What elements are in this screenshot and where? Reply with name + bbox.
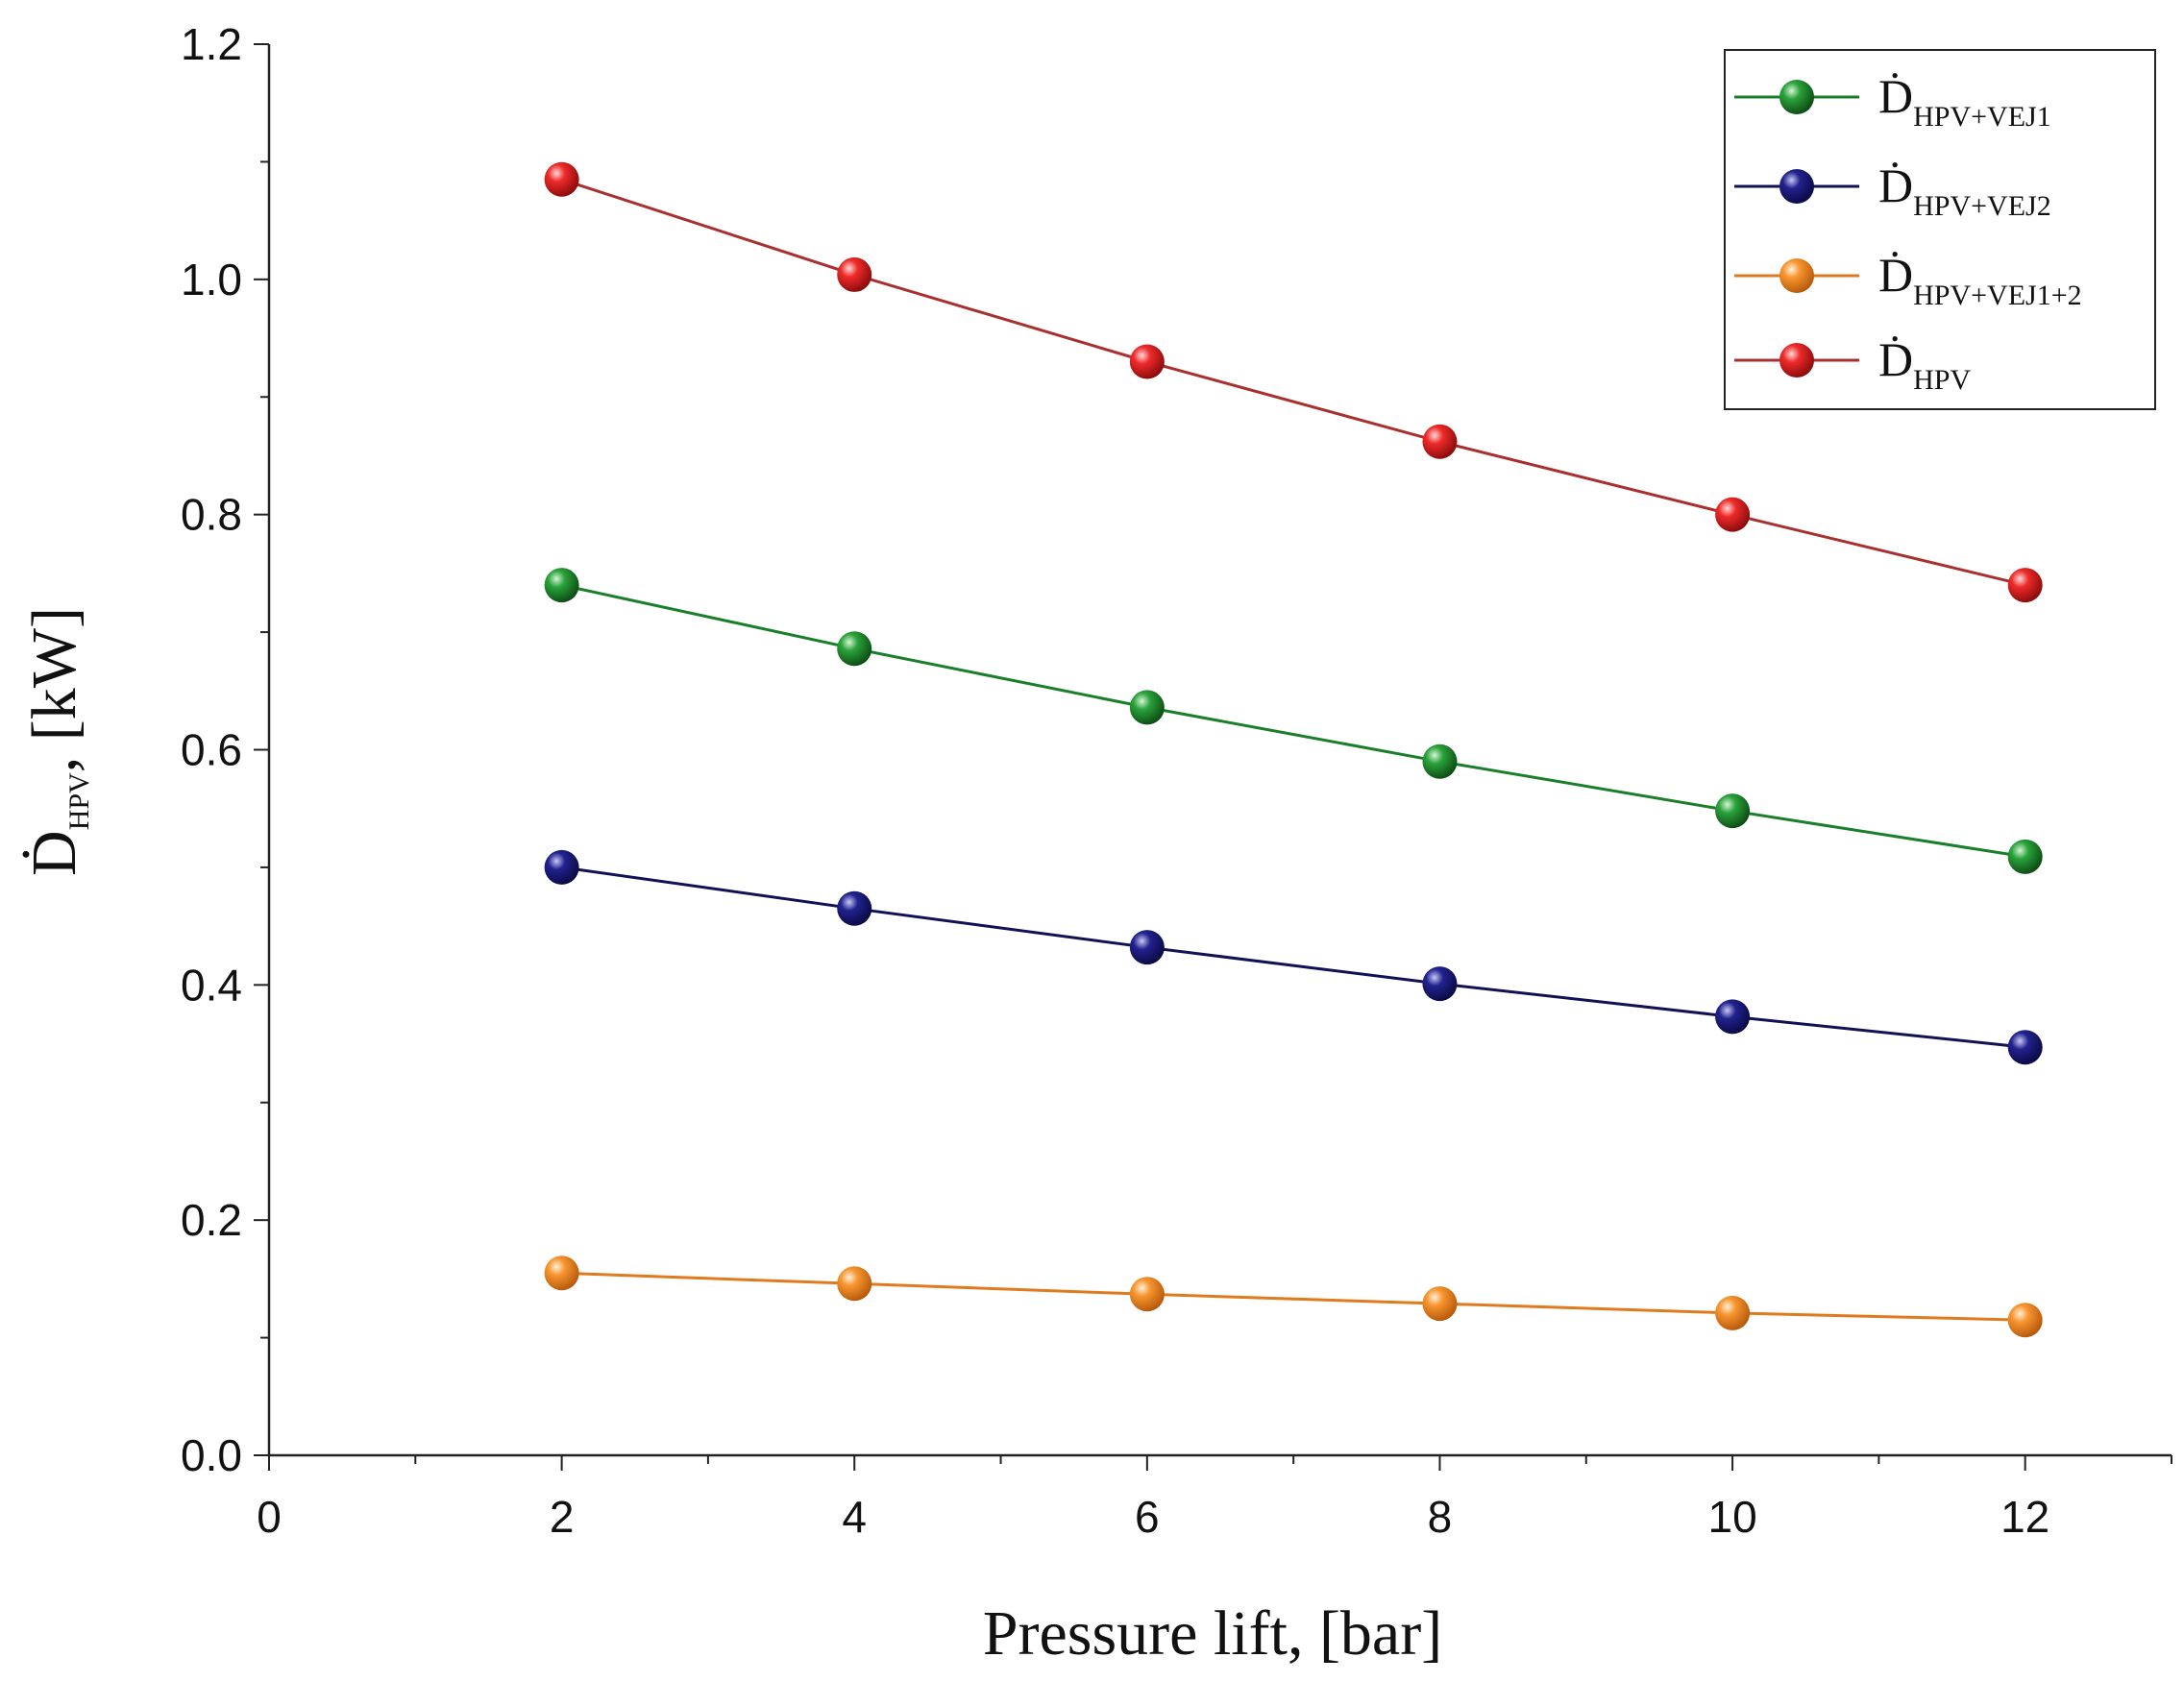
y-tick-label: 0.6 xyxy=(181,725,242,775)
data-point xyxy=(1715,999,1751,1035)
data-point xyxy=(1422,966,1458,1002)
y-axis-title-sub: HPV xyxy=(63,772,95,830)
data-point xyxy=(1715,497,1751,532)
data-point xyxy=(1422,424,1458,459)
x-axis-title: Pressure lift, [bar] xyxy=(983,1598,1442,1669)
data-point xyxy=(837,890,872,926)
data-point xyxy=(1129,930,1165,965)
y-axis-title-main: Ḋ xyxy=(19,830,89,876)
y-axis-title-suffix: , [kW] xyxy=(19,607,89,772)
legend-label: ḊHPV xyxy=(1878,332,1971,396)
x-tick-label: 0 xyxy=(257,1492,282,1542)
legend-item: ḊHPV+VEJ1+2 xyxy=(1734,248,2082,311)
x-tick-label: 10 xyxy=(1707,1492,1756,1542)
legend-marker xyxy=(1779,169,1814,204)
series-line xyxy=(561,865,2025,1049)
y-tick-label: 0.0 xyxy=(181,1430,242,1480)
x-tick-label: 12 xyxy=(2000,1492,2049,1542)
data-point xyxy=(544,568,579,603)
legend-marker xyxy=(1779,80,1814,114)
x-tick-label: 4 xyxy=(842,1492,867,1542)
legend-label: ḊHPV+VEJ1 xyxy=(1878,69,2051,133)
x-tick-label: 8 xyxy=(1428,1492,1453,1542)
legend-label: ḊHPV+VEJ2 xyxy=(1878,158,2051,222)
data-point xyxy=(544,1255,579,1291)
y-tick-label: 0.8 xyxy=(181,490,242,540)
series-2 xyxy=(544,849,2043,1065)
y-axis-title: ḊHPV, [kW] xyxy=(19,607,95,876)
data-point xyxy=(837,1266,872,1302)
series-line xyxy=(561,583,2025,859)
data-point xyxy=(1715,1295,1751,1330)
legend: ḊHPV+VEJ1 ḊHPV+VEJ2 ḊHPV+VEJ1+2 ḊHPV xyxy=(1724,49,2156,410)
x-axis-ticks: 0 2 4 6 8 10 12 xyxy=(257,1455,2172,1542)
data-point xyxy=(1129,1277,1165,1312)
y-tick-label: 0.2 xyxy=(181,1195,242,1245)
data-point xyxy=(2007,1303,2043,1338)
data-point xyxy=(544,849,579,885)
series-1 xyxy=(544,568,2043,874)
data-point xyxy=(1129,690,1165,725)
series-line xyxy=(561,178,2026,587)
legend-label: ḊHPV+VEJ1+2 xyxy=(1878,248,2082,311)
legend-item: ḊHPV+VEJ1 xyxy=(1734,69,2051,133)
y-axis-ticks: 0.0 0.2 0.4 0.6 0.8 1.0 1.2 xyxy=(181,19,269,1480)
x-tick-label: 2 xyxy=(550,1492,575,1542)
data-point xyxy=(1129,344,1165,379)
data-point xyxy=(1422,1286,1458,1322)
series-3 xyxy=(544,1255,2043,1338)
svg-text:ḊHPV, [kW]: ḊHPV, [kW] xyxy=(19,607,95,876)
data-point xyxy=(1422,743,1458,779)
series-4 xyxy=(544,161,2043,603)
data-point xyxy=(2007,1030,2043,1065)
x-tick-label: 6 xyxy=(1135,1492,1160,1542)
y-tick-label: 1.2 xyxy=(181,19,242,69)
legend-item: ḊHPV+VEJ2 xyxy=(1734,158,2051,222)
data-point xyxy=(2007,568,2043,603)
series-line xyxy=(561,1271,2025,1322)
y-tick-label: 1.0 xyxy=(181,255,242,305)
legend-marker xyxy=(1779,258,1814,293)
legend-marker xyxy=(1779,343,1814,378)
data-point xyxy=(544,161,579,197)
data-point xyxy=(837,256,872,292)
data-point xyxy=(1715,793,1751,829)
data-point xyxy=(2007,839,2043,874)
y-tick-label: 0.4 xyxy=(181,960,242,1010)
series-layer xyxy=(544,161,2043,1338)
data-point xyxy=(837,631,872,667)
legend-item: ḊHPV xyxy=(1734,332,1971,396)
